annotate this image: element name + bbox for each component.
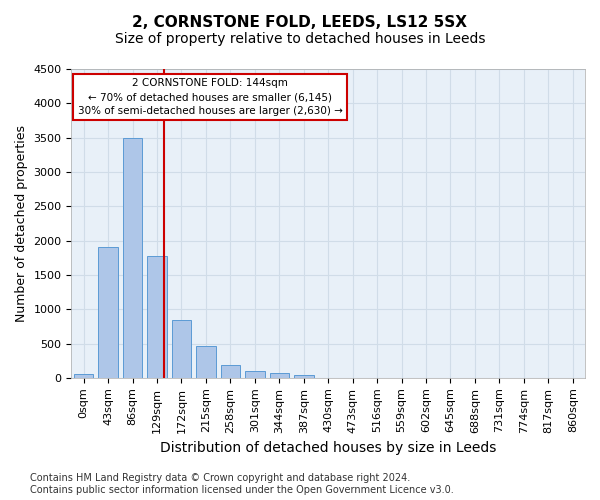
Bar bbox=[74, 374, 94, 378]
Y-axis label: Number of detached properties: Number of detached properties bbox=[15, 125, 28, 322]
Bar bbox=[172, 320, 191, 378]
Bar bbox=[98, 248, 118, 378]
Bar bbox=[269, 372, 289, 378]
Bar bbox=[294, 374, 314, 378]
Text: Contains HM Land Registry data © Crown copyright and database right 2024.
Contai: Contains HM Land Registry data © Crown c… bbox=[30, 474, 454, 495]
Bar bbox=[196, 346, 215, 378]
Text: 2, CORNSTONE FOLD, LEEDS, LS12 5SX: 2, CORNSTONE FOLD, LEEDS, LS12 5SX bbox=[133, 15, 467, 30]
Text: Size of property relative to detached houses in Leeds: Size of property relative to detached ho… bbox=[115, 32, 485, 46]
Bar bbox=[147, 256, 167, 378]
Bar bbox=[245, 371, 265, 378]
Bar bbox=[123, 138, 142, 378]
X-axis label: Distribution of detached houses by size in Leeds: Distribution of detached houses by size … bbox=[160, 441, 496, 455]
Bar bbox=[221, 365, 240, 378]
Text: 2 CORNSTONE FOLD: 144sqm
← 70% of detached houses are smaller (6,145)
30% of sem: 2 CORNSTONE FOLD: 144sqm ← 70% of detach… bbox=[77, 78, 343, 116]
